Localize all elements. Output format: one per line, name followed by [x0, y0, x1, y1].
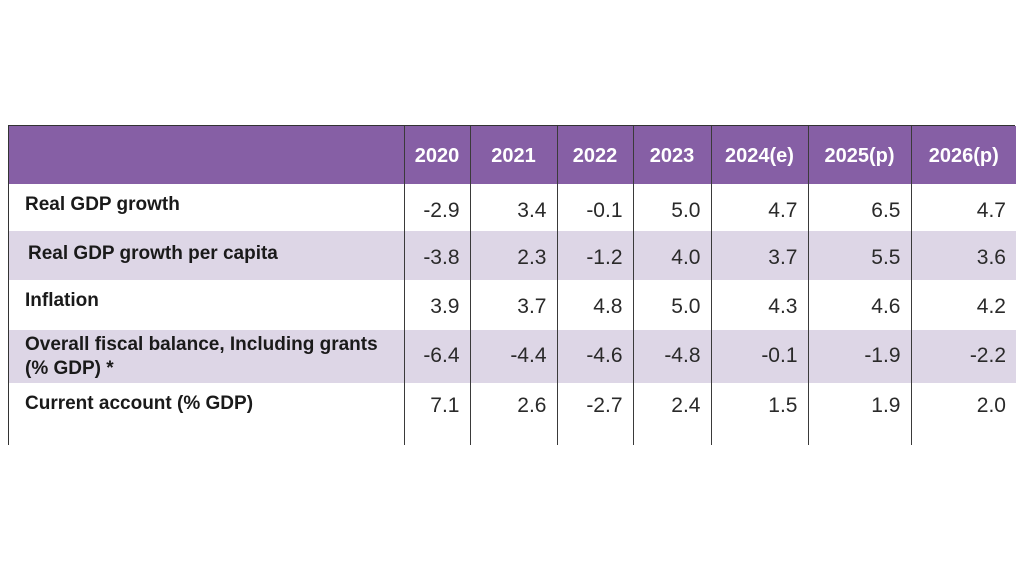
- data-table: 2020 2021 2022 2023 2024(e) 2025(p) 2026…: [9, 126, 1016, 445]
- table-cell: -2.7: [556, 383, 633, 445]
- table-row: Overall fiscal balance, Including grants…: [9, 330, 1016, 383]
- table-cell: 3.4: [469, 184, 557, 231]
- row-label: Real GDP growth: [9, 184, 404, 231]
- table-row: Real GDP growth -2.9 3.4 -0.1 5.0 4.7 6.…: [9, 184, 1016, 231]
- row-label: Overall fiscal balance, Including grants…: [9, 330, 404, 383]
- table-cell: 6.5: [807, 184, 911, 231]
- table-cell: 2.4: [632, 383, 711, 445]
- table-cell: -2.9: [403, 184, 470, 231]
- header-row: 2020 2021 2022 2023 2024(e) 2025(p) 2026…: [9, 126, 1016, 184]
- column-header: 2024(e): [710, 126, 808, 184]
- table-cell: -3.8: [403, 231, 470, 280]
- column-header: 2023: [632, 126, 711, 184]
- table-cell: 3.9: [403, 280, 470, 330]
- table-cell: 1.5: [710, 383, 808, 445]
- table-cell: 3.6: [910, 231, 1016, 280]
- row-label: Inflation: [9, 280, 404, 330]
- table-cell: 4.2: [910, 280, 1016, 330]
- table-cell: -1.2: [556, 231, 633, 280]
- column-header: 2021: [469, 126, 557, 184]
- table-cell: 7.1: [403, 383, 470, 445]
- column-header: 2022: [556, 126, 633, 184]
- column-header: 2020: [403, 126, 470, 184]
- table-row: Real GDP growth per capita -3.8 2.3 -1.2…: [9, 231, 1016, 280]
- table-cell: 5.0: [632, 280, 711, 330]
- table-cell: 4.7: [910, 184, 1016, 231]
- column-header: 2025(p): [807, 126, 911, 184]
- table-cell: -0.1: [710, 330, 808, 383]
- table-cell: 4.8: [556, 280, 633, 330]
- table-row: Inflation 3.9 3.7 4.8 5.0 4.3 4.6 4.2: [9, 280, 1016, 330]
- table-cell: 2.3: [469, 231, 557, 280]
- row-label: Real GDP growth per capita: [9, 231, 404, 280]
- row-label: Current account (% GDP): [9, 383, 404, 445]
- table-cell: -1.9: [807, 330, 911, 383]
- table-cell: 5.5: [807, 231, 911, 280]
- table-cell: 2.0: [910, 383, 1016, 445]
- table-cell: -6.4: [403, 330, 470, 383]
- table-cell: 5.0: [632, 184, 711, 231]
- table-cell: 4.7: [710, 184, 808, 231]
- table-cell: 4.3: [710, 280, 808, 330]
- table-cell: -0.1: [556, 184, 633, 231]
- table-cell: -4.8: [632, 330, 711, 383]
- table-cell: 1.9: [807, 383, 911, 445]
- row-label-header: [9, 126, 404, 184]
- column-header: 2026(p): [910, 126, 1016, 184]
- table-cell: 4.0: [632, 231, 711, 280]
- table-cell: -4.4: [469, 330, 557, 383]
- table-cell: 2.6: [469, 383, 557, 445]
- table-cell: 3.7: [710, 231, 808, 280]
- table-cell: 4.6: [807, 280, 911, 330]
- table-cell: 3.7: [469, 280, 557, 330]
- table-cell: -4.6: [556, 330, 633, 383]
- table-cell: -2.2: [910, 330, 1016, 383]
- economic-indicators-table: 2020 2021 2022 2023 2024(e) 2025(p) 2026…: [8, 125, 1016, 445]
- table-row: Current account (% GDP) 7.1 2.6 -2.7 2.4…: [9, 383, 1016, 445]
